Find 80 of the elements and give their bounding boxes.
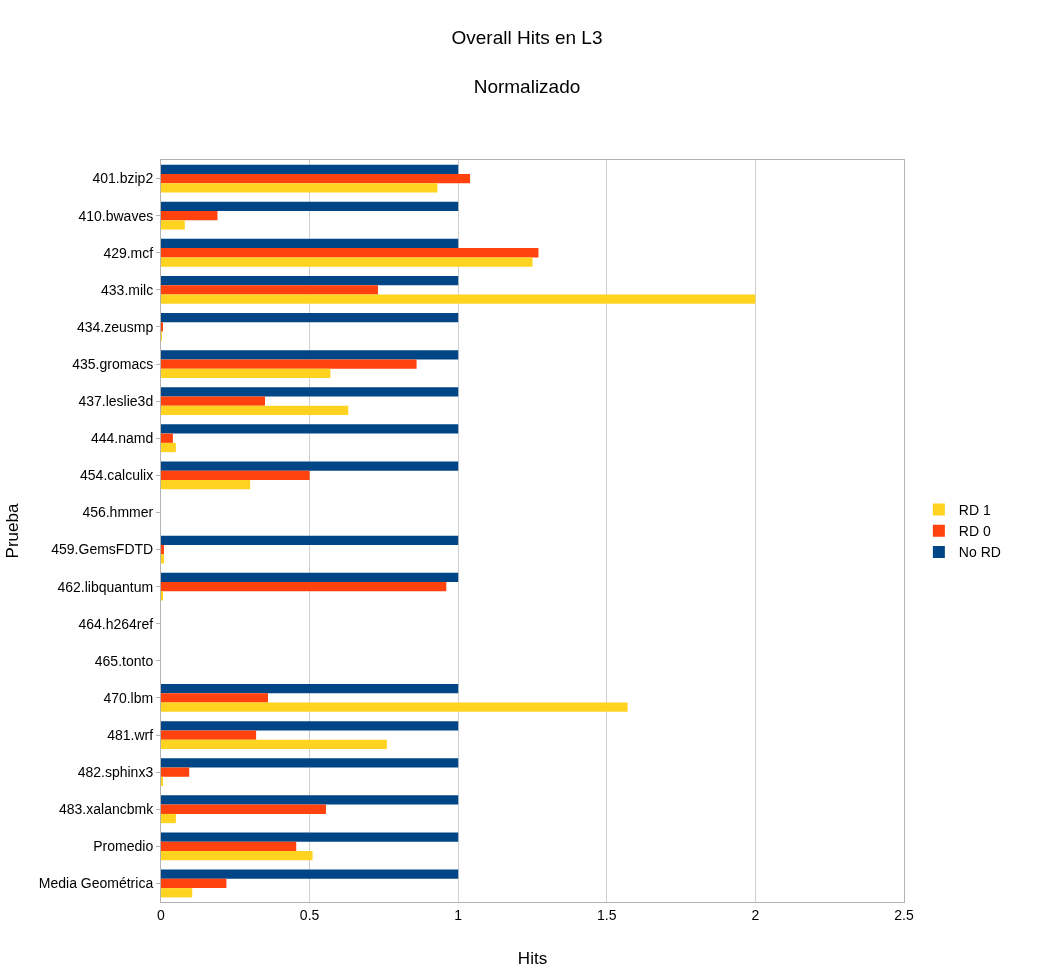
bar: [161, 795, 459, 805]
bar: [161, 396, 266, 406]
bar: [161, 730, 257, 740]
y-tick-label: 434.zeusmp: [76, 318, 154, 335]
y-tick-label: 459.GemsFDTD: [51, 541, 154, 558]
bar: [161, 702, 628, 712]
bar: [161, 888, 193, 898]
bar: [161, 554, 164, 564]
y-tick-label: 410.bwaves: [78, 207, 154, 224]
x-tick-label: 0: [157, 906, 166, 923]
y-tick-label: 456.hmmer: [82, 504, 154, 521]
y-tick-label: 470.lbm: [103, 689, 154, 706]
bar: [161, 841, 297, 851]
y-tick-label: 465.tonto: [94, 652, 154, 669]
y-tick-label: 444.namd: [90, 430, 154, 447]
y-tick-label: 464.h264ref: [78, 615, 154, 632]
x-tick-label: 2: [751, 906, 760, 923]
bar: [161, 359, 417, 369]
bar: [161, 183, 438, 193]
bar: [161, 693, 268, 703]
bar: [161, 804, 326, 814]
legend-label: RD 0: [958, 523, 991, 540]
bar: [161, 257, 533, 267]
x-tick-label: 2.5: [894, 906, 914, 923]
bar: [161, 470, 310, 480]
bar: [161, 850, 313, 861]
bar: [161, 368, 331, 378]
bar: [161, 313, 459, 323]
x-tick-label: 1.5: [597, 906, 617, 923]
bar: [161, 739, 387, 749]
bar: [161, 248, 539, 258]
bar: [161, 350, 459, 360]
bar: [161, 535, 459, 545]
x-axis-title: Hits: [517, 949, 548, 969]
bar: [161, 173, 471, 184]
y-tick-label: 454.calculix: [80, 467, 154, 484]
x-tick-label: 1: [454, 906, 463, 923]
bar: [161, 758, 459, 768]
bar: [161, 405, 349, 416]
bar: [161, 878, 227, 889]
x-tick-label: 0.5: [299, 906, 320, 923]
y-tick-label: 462.libquantum: [57, 578, 154, 595]
y-tick-label: 482.sphinx3: [77, 764, 154, 781]
bar: [161, 582, 447, 592]
bar: [161, 275, 459, 286]
bar: [161, 869, 459, 879]
y-tick-label: 433.milc: [101, 281, 154, 298]
bar: [161, 442, 176, 453]
bar: [161, 684, 459, 694]
bar: [161, 387, 459, 397]
bar: [161, 572, 459, 583]
bar: [161, 285, 378, 295]
bar: [161, 164, 459, 174]
bar: [161, 294, 756, 304]
bar: [161, 813, 176, 824]
chart-subtitle: Normalizado: [473, 76, 581, 98]
bar: [161, 201, 459, 212]
bar: [161, 220, 185, 230]
y-tick-label: 429.mcf: [103, 244, 154, 261]
y-tick-label: Promedio: [93, 838, 154, 855]
bar: [161, 479, 251, 490]
bar: [161, 544, 164, 555]
bar: [161, 721, 459, 731]
y-tick-label: 483.xalancbmk: [59, 801, 155, 818]
y-tick-label: Media Geométrica: [38, 875, 154, 892]
bar: [161, 461, 459, 471]
legend-label: RD 1: [958, 502, 991, 519]
legend-label: No RD: [958, 544, 1001, 561]
bar: [161, 211, 218, 221]
bar: [161, 424, 459, 434]
y-tick-label: 435.gromacs: [72, 355, 154, 372]
bar: [161, 832, 459, 842]
y-tick-label: 481.wrf: [107, 726, 154, 743]
chart-title: Overall Hits en L3: [451, 26, 603, 48]
y-tick-label: 437.leslie3d: [78, 393, 154, 410]
y-axis-title: Prueba: [3, 503, 23, 559]
bar: [161, 433, 173, 443]
bar: [161, 767, 190, 777]
bar: [161, 238, 459, 249]
y-tick-label: 401.bzip2: [92, 170, 154, 187]
